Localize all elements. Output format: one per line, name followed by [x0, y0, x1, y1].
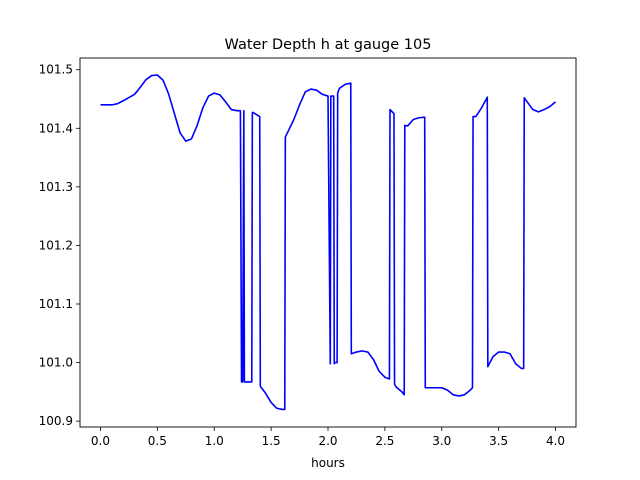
y-tick-label: 101.5	[39, 63, 73, 77]
x-tick-label: 3.0	[432, 434, 451, 448]
series-line-0	[100, 74, 557, 411]
y-tick-label: 101.0	[39, 356, 73, 370]
series-layer	[100, 74, 557, 411]
x-tick-label: 1.0	[205, 434, 224, 448]
chart-title: Water Depth h at gauge 105	[225, 37, 432, 53]
y-tick-label: 100.9	[39, 414, 73, 428]
y-tick-label: 101.2	[39, 238, 73, 252]
x-axis-label: hours	[311, 456, 345, 470]
x-tick-label: 0.0	[91, 434, 110, 448]
x-tick-label: 0.5	[148, 434, 167, 448]
y-tick-label: 101.3	[39, 180, 73, 194]
x-tick-label: 1.5	[262, 434, 281, 448]
x-tick-label: 2.5	[375, 434, 394, 448]
x-axis: 0.0 0.5 1.0 1.5 2.0 2.5 3.0 3.5 4.0	[91, 427, 565, 448]
y-tick-label: 101.4	[39, 121, 73, 135]
y-tick-label: 101.1	[39, 297, 73, 311]
x-tick-label: 2.0	[318, 434, 337, 448]
x-tick-label: 4.0	[546, 434, 565, 448]
x-tick-label: 3.5	[489, 434, 508, 448]
y-axis: 100.9 101.0 101.1 101.2 101.3 101.4 101.5	[39, 63, 80, 428]
